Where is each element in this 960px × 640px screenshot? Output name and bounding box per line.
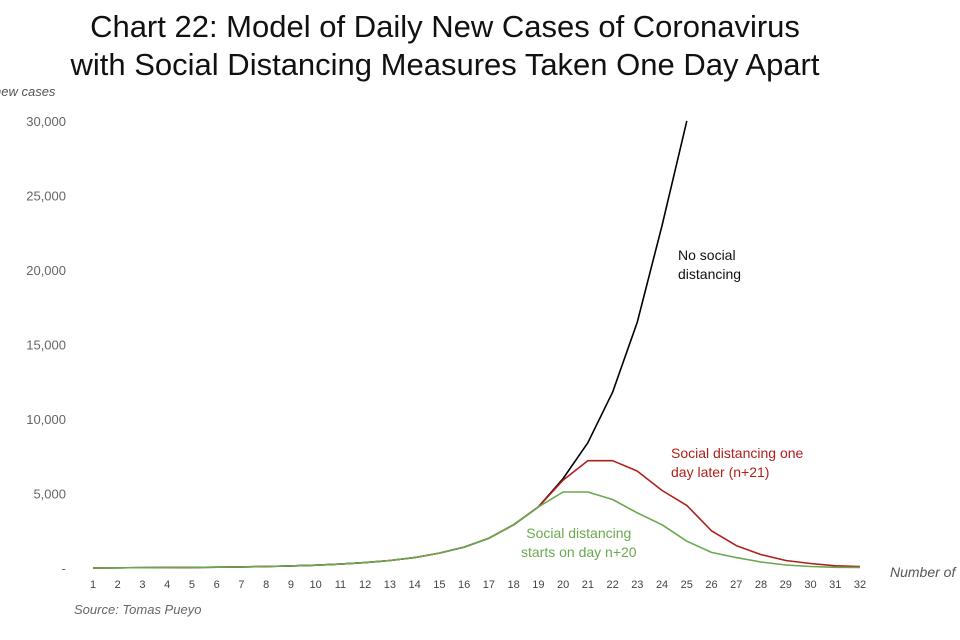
annotation-no-distancing: No social distancing	[678, 246, 741, 284]
x-tick-label: 11	[335, 579, 346, 591]
y-tick-label: 10,000	[26, 412, 66, 427]
x-tick-label: 7	[238, 579, 244, 591]
annotation-distancing-n21: Social distancing one day later (n+21)	[671, 444, 803, 482]
x-tick-label: 12	[359, 579, 371, 591]
annotation-distancing-n20-line-1: Social distancing	[526, 525, 632, 541]
annotation-no-distancing-line-1: No social	[678, 247, 736, 263]
x-tick-label: 5	[189, 579, 195, 591]
y-tick-label: 15,000	[26, 338, 66, 353]
y-axis-label: new cases	[0, 84, 56, 99]
x-tick-label: 6	[214, 579, 220, 591]
x-tick-label: 13	[384, 579, 396, 591]
x-tick-label: 4	[164, 579, 170, 591]
annotation-no-distancing-line-2: distancing	[678, 266, 742, 282]
x-tick-label: 23	[631, 579, 643, 591]
source-note: Source: Tomas Pueyo	[74, 602, 202, 617]
x-tick-label: 28	[755, 579, 767, 591]
y-tick-label: -	[62, 561, 66, 576]
x-tick-label: 19	[532, 579, 544, 591]
x-tick-label: 18	[507, 579, 519, 591]
x-axis-label: Number of	[890, 564, 956, 580]
x-tick-label: 3	[139, 579, 145, 591]
x-tick-label: 21	[582, 579, 594, 591]
annotation-distancing-n21-line-2: day later (n+21)	[671, 464, 770, 480]
x-tick-label: 27	[730, 579, 742, 591]
y-tick-label: 20,000	[26, 263, 66, 278]
x-tick-label: 26	[705, 579, 717, 591]
x-tick-label: 14	[409, 579, 421, 591]
x-tick-label: 15	[433, 579, 445, 591]
x-tick-label: 10	[310, 579, 322, 591]
x-tick-label: 31	[829, 579, 841, 591]
annotation-distancing-n20-line-2: starts on day n+20	[521, 544, 637, 560]
x-tick-label: 24	[656, 579, 668, 591]
y-tick-label: 30,000	[26, 114, 66, 129]
annotation-distancing-n20: Social distancing starts on day n+20	[521, 524, 637, 562]
series-line-0	[92, 120, 688, 569]
series-line-2	[92, 491, 861, 569]
x-tick-label: 1	[90, 579, 96, 591]
x-tick-label: 8	[263, 579, 269, 591]
x-tick-label: 32	[854, 579, 866, 591]
x-tick-label: 17	[483, 579, 495, 591]
y-axis-ticks: - 5,000 10,000 15,000 20,000 25,000 30,000	[26, 114, 66, 576]
chart-title: Chart 22: Model of Daily New Cases of Co…	[0, 8, 890, 84]
x-tick-label: 20	[557, 579, 569, 591]
series-lines	[92, 120, 861, 569]
x-tick-label: 25	[681, 579, 693, 591]
annotation-distancing-n21-line-1: Social distancing one	[671, 445, 804, 461]
chart-title-line-1: Chart 22: Model of Daily New Cases of Co…	[90, 9, 800, 44]
x-tick-label: 16	[458, 579, 470, 591]
y-tick-label: 25,000	[26, 189, 66, 204]
x-tick-label: 22	[606, 579, 618, 591]
x-tick-label: 30	[804, 579, 816, 591]
x-tick-label: 9	[288, 579, 294, 591]
x-tick-label: 29	[780, 579, 792, 591]
x-axis-ticks: 1 2 3 4 5 6 7 8 9 10 11 12 13 14 15 16 17 18 19 20 21 22 23 24 2…	[90, 579, 866, 591]
chart-title-line-2: with Social Distancing Measures Taken On…	[70, 47, 820, 82]
x-tick-label: 2	[115, 579, 121, 591]
y-tick-label: 5,000	[33, 487, 66, 502]
